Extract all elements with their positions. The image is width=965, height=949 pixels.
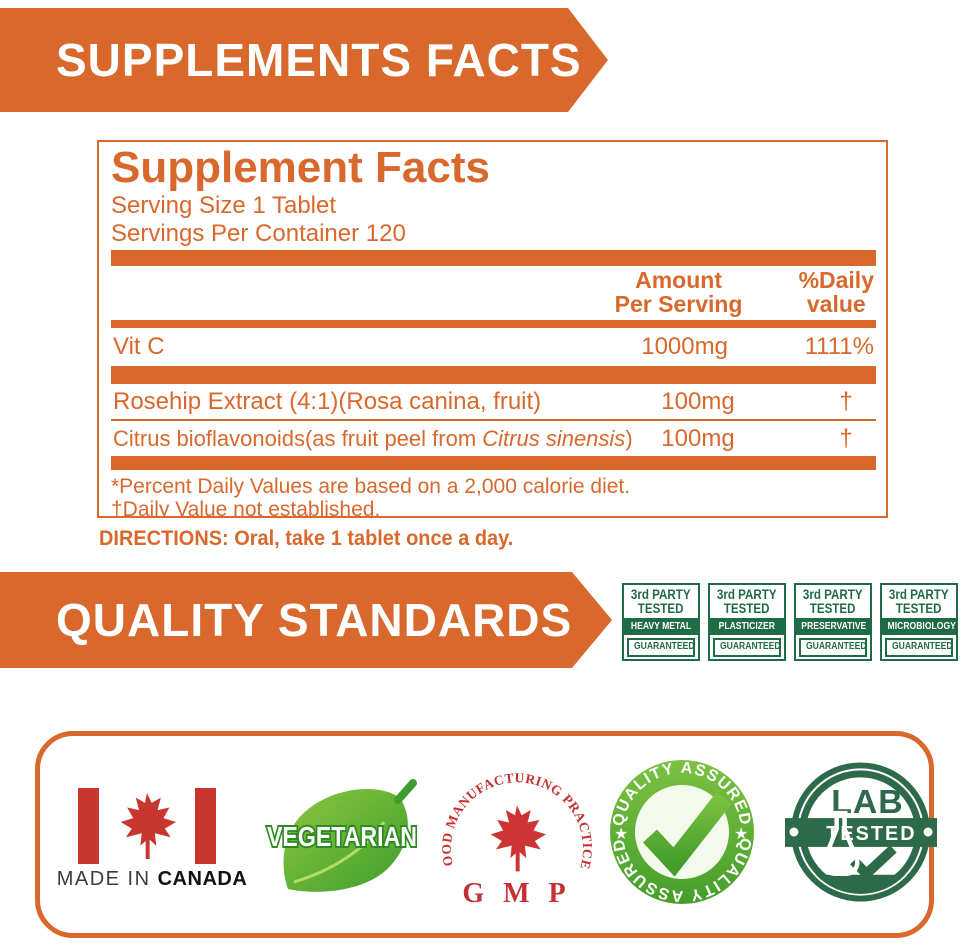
quality-assured-seal-icon: QUALITY ASSURED QUALITY ASSURED ★ ★ (610, 760, 754, 904)
ingredient-amount: 1000mg (641, 333, 728, 360)
tested-label: TESTED (826, 823, 916, 845)
header-daily-line2: value (806, 291, 866, 317)
ingredient-daily: † (839, 387, 853, 415)
table-row-citrus: Citrus bioflavonoids(as fruit peel from … (99, 421, 886, 456)
header-amount-line2: Per Serving (614, 291, 743, 317)
badge-line1: 3rd PARTY (717, 587, 777, 602)
third-party-badges: 3rd PARTY TESTED HEAVY METAL GUARANTEED … (622, 583, 958, 661)
leaf-shape (283, 789, 408, 892)
badge-guarantee: GUARANTEED (719, 641, 781, 652)
table-header-row: Amount Per Serving %Daily value (99, 266, 886, 320)
flag-right-bar (195, 788, 216, 864)
gmp-maple-leaf-icon (490, 805, 547, 872)
vegetarian-label: VEGETARIAN (267, 821, 417, 852)
header-amount-line1: Amount (635, 267, 722, 293)
checkmark-icon (643, 792, 732, 877)
star-icon: ★ (734, 826, 748, 843)
footnote-daily-value: †Daily Value not established. (111, 498, 381, 518)
seal-bottom-segment (815, 874, 906, 894)
badge-line2: TESTED (638, 601, 684, 616)
table-row-vitc: Vit C 1000mg 1111% (99, 328, 886, 366)
badge-subject: PRESERVATIVE (801, 621, 867, 632)
ingredient-name-post: ) (625, 425, 633, 451)
quality-standards-banner: QUALITY STANDARDS (0, 572, 612, 668)
flag-center (99, 788, 195, 864)
ingredient-daily: † (839, 424, 853, 452)
star-icon: ★ (614, 826, 628, 843)
badge-line1: 3rd PARTY (803, 587, 863, 602)
header-daily-value: %Daily value (799, 268, 874, 316)
supplements-facts-banner: SUPPLEMENTS FACTS (0, 8, 608, 112)
divider-bar-medium (111, 320, 876, 328)
ingredient-daily: 1111% (804, 333, 874, 360)
footnotes: *Percent Daily Values are based on a 2,0… (111, 475, 874, 518)
badge-line1: 3rd PARTY (631, 587, 691, 602)
ingredient-name: Citrus bioflavonoids(as fruit peel from … (113, 425, 633, 452)
ingredient-name-latin: Citrus sinensis (482, 425, 626, 451)
badge-line2: TESTED (724, 601, 770, 616)
made-in-canada-label: MADE IN CANADA (52, 868, 252, 891)
directions-text: DIRECTIONS: Oral, take 1 tablet once a d… (99, 527, 514, 550)
flag-left-bar (78, 788, 99, 864)
badge-guarantee: GUARANTEED (633, 641, 695, 652)
ingredient-name: Vit C (113, 333, 165, 360)
footnote-percent-daily: *Percent Daily Values are based on a 2,0… (111, 475, 631, 498)
divider-bar-thick (111, 250, 876, 266)
ingredient-name-pre: Citrus bioflavonoids(as fruit peel from (113, 425, 483, 451)
badge-heavy-metal: 3rd PARTY TESTED HEAVY METAL GUARANTEED (622, 583, 700, 661)
badge-line2: TESTED (810, 601, 856, 616)
header-daily-line1: %Daily (798, 267, 874, 293)
supplements-facts-banner-label: SUPPLEMENTS FACTS (56, 34, 582, 86)
leaf-vein (293, 821, 386, 884)
header-amount-per-serving: Amount Per Serving (599, 268, 759, 316)
canada-flag-icon (78, 788, 216, 864)
divider-bar-thick (111, 366, 876, 384)
panel-title: Supplement Facts (111, 143, 490, 192)
badge-subject: HEAVY METAL (630, 621, 692, 632)
divider-line-thin (111, 419, 876, 421)
badge-line2: TESTED (896, 601, 942, 616)
quality-standards-banner-label: QUALITY STANDARDS (56, 594, 573, 646)
vegetarian-seal-icon: VEGETARIAN (265, 779, 419, 892)
supplement-facts-panel: Supplement Facts Serving Size 1 Tablet S… (97, 140, 888, 518)
badge-microbiology: 3rd PARTY TESTED MICROBIOLOGY GUARANTEED (880, 583, 958, 661)
band-dot (789, 827, 799, 837)
divider-bar-thick (111, 456, 876, 470)
gmp-seal-icon: GOOD MANUFACTURING PRACTICES G M P (432, 756, 595, 909)
table-row-rosehip: Rosehip Extract (4:1)(Rosa canina, fruit… (99, 384, 886, 419)
badge-plasticizer: 3rd PARTY TESTED PLASTICIZER GUARANTEED (708, 583, 786, 661)
gmp-label: G M P (462, 878, 571, 909)
badge-guarantee: GUARANTEED (805, 641, 867, 652)
made-in-prefix: MADE IN (56, 868, 158, 890)
lab-label: LAB (831, 783, 903, 821)
tested-band (784, 818, 938, 847)
flask-icon (821, 810, 860, 876)
badge-guarantee: GUARANTEED (891, 641, 953, 652)
maple-leaf-icon (120, 793, 177, 859)
ingredient-amount: 100mg (661, 424, 735, 452)
lab-tested-seal-icon: LAB TESTED (784, 762, 938, 902)
certifications-box (35, 731, 934, 938)
badge-subject: PLASTICIZER (718, 621, 776, 632)
serving-size: Serving Size 1 Tablet (111, 192, 337, 219)
badge-line1: 3rd PARTY (889, 587, 949, 602)
badge-subject: MICROBIOLOGY (887, 621, 956, 632)
band-dot (923, 827, 933, 837)
made-in-country: CANADA (157, 868, 248, 890)
badge-preservative: 3rd PARTY TESTED PRESERVATIVE GUARANTEED (794, 583, 872, 661)
leaf-stem (394, 779, 417, 804)
ingredient-amount: 100mg (661, 387, 735, 415)
ingredient-name: Rosehip Extract (4:1)(Rosa canina, fruit… (113, 387, 542, 415)
servings-per-container: Servings Per Container 120 (111, 220, 406, 247)
